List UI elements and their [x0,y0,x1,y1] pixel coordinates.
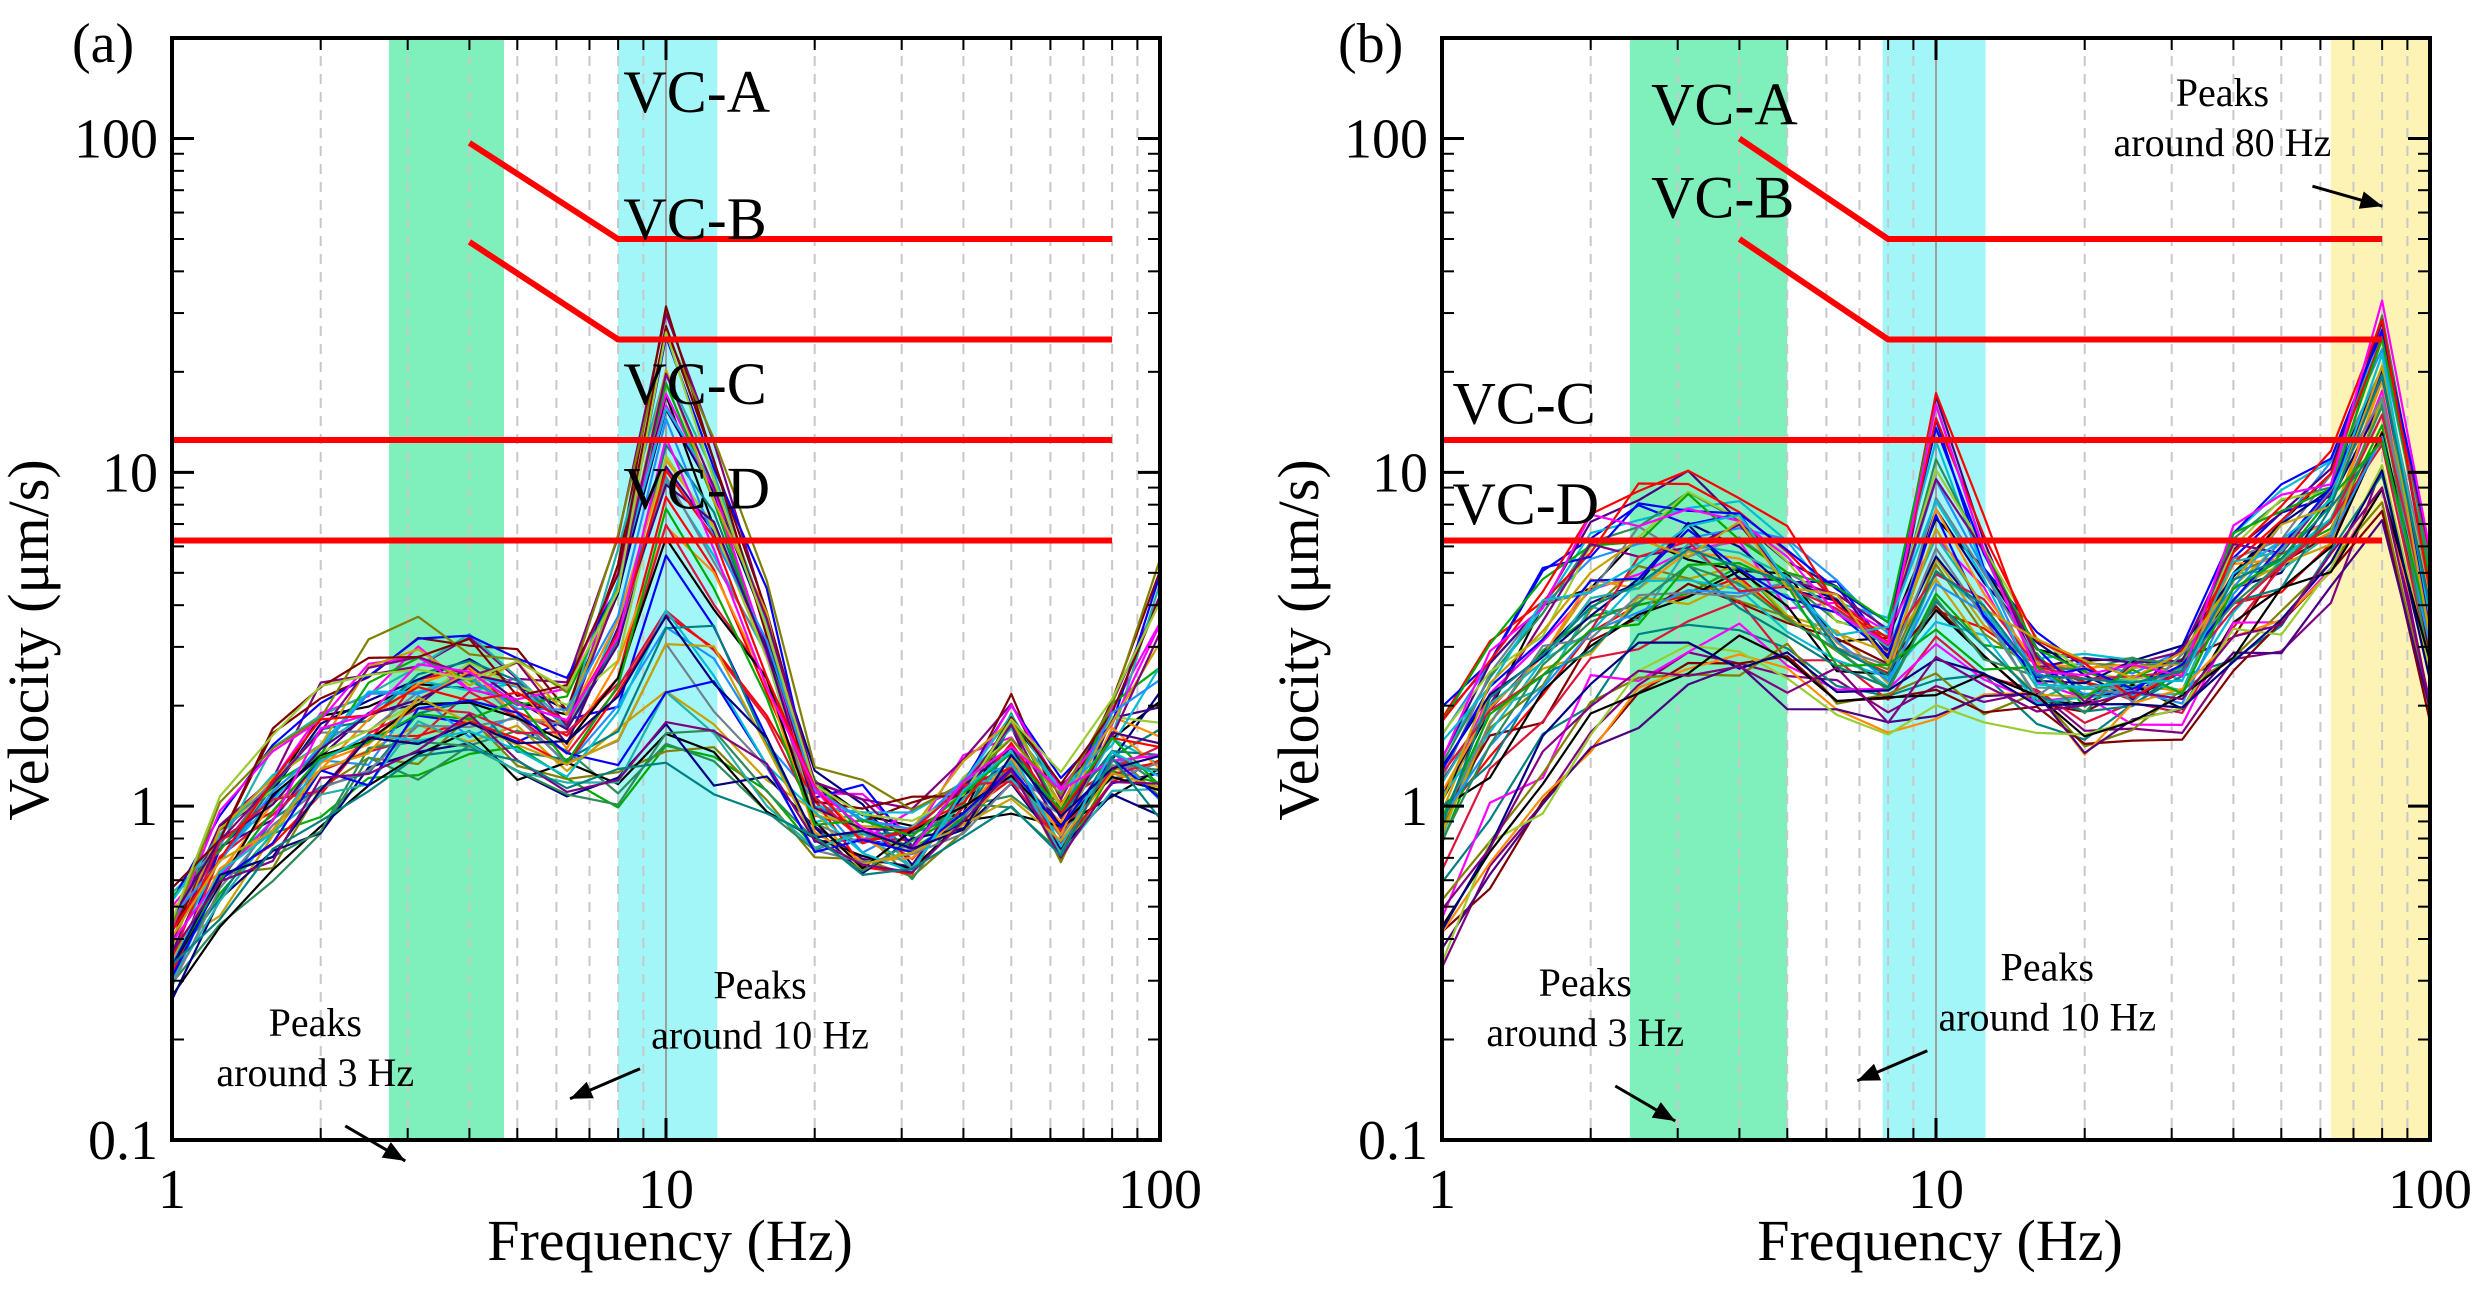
measured-curve [172,748,1160,966]
measured-curve [172,609,1160,965]
measured-curve [1442,373,2430,826]
measured-curve [1442,405,2430,842]
annotation-text: Peaks [2176,70,2269,115]
vc-criteria: VC-A VC-B VC-C VC-D [172,59,1113,544]
measured-curve [172,331,1160,921]
annotation-text: Peaks [2001,945,2094,990]
measured-curve [1442,336,2430,720]
annotation-text: Peaks [713,963,806,1008]
measured-curve [1442,443,2430,871]
measured-curve [1442,486,2430,934]
measured-curve [1442,487,2430,919]
measured-curve [1442,314,2430,765]
criterion-label: VC-B [623,186,766,252]
measured-curve [1442,439,2430,819]
measured-curves [172,305,1160,1001]
x-axis-title: Frequency (Hz) [487,1208,853,1273]
annotation-text: around 80 Hz [2114,120,2332,165]
criterion-label: VC-D [1452,471,1599,537]
x-tick-label: 10 [638,1159,694,1221]
measured-curve [172,713,1160,954]
measured-curve [172,404,1160,930]
measured-curve [172,454,1160,949]
arrowhead-icon [381,1142,406,1161]
x-tick-label: 10 [1908,1159,1964,1221]
measured-curve [172,615,1160,967]
measured-curve [1442,439,2430,808]
panel-label: (b) [1338,13,1403,75]
band-3hz [389,38,505,1140]
measured-curve [172,680,1160,978]
criterion-label: VC-A [1651,72,1798,138]
measured-curve [1442,469,2430,931]
measured-curve [1442,299,2430,761]
measured-curves [1442,299,2430,968]
y-tick-label: 0.1 [1358,1110,1428,1172]
vc-criteria: VC-A VC-B VC-C VC-D [1442,72,2383,544]
x-axis-title: Frequency (Hz) [1757,1208,2123,1273]
y-tick-label: 1 [1400,776,1428,838]
x-tick-label: 100 [1118,1159,1202,1221]
y-axis-title: Velocity (μm/s) [0,459,61,820]
measured-curve [1442,353,2430,743]
criterion-label: VC-C [623,351,766,417]
y-tick-label: 1 [130,776,158,838]
criterion-label: VC-B [1651,164,1794,230]
measured-curve [172,642,1160,938]
annotation-text: around 3 Hz [216,1050,414,1095]
measured-curve [1442,488,2430,928]
measured-curve [1442,318,2430,722]
criterion-label: VC-C [1452,371,1595,437]
annotation-text: around 10 Hz [651,1013,869,1058]
y-axis-title: Velocity (μm/s) [1266,459,1331,820]
criterion-label: VC-D [623,455,770,521]
measured-curve [172,483,1160,919]
annotation-text: Peaks [269,1000,362,1045]
measured-curve [172,417,1160,918]
panel-label: (a) [72,13,134,75]
y-tick-label: 100 [1344,108,1428,170]
criterion-line-vc-a [1737,136,2383,242]
measured-curve [172,465,1160,953]
arrowhead-icon [570,1081,594,1099]
arrowhead-icon [1651,1102,1676,1121]
criterion-line-vc-a [467,140,1113,242]
measured-curve [172,407,1160,902]
criterion-label: VC-A [623,59,770,125]
x-tick-label: 1 [1428,1159,1456,1221]
y-tick-label: 10 [1372,442,1428,504]
arrowhead-icon [1857,1063,1882,1081]
criterion-line-vc-b [467,239,1113,343]
y-tick-label: 100 [74,108,158,170]
measured-curve [1442,413,2430,774]
criterion-line-vc-b [1737,236,2383,343]
arrowhead-icon [2358,191,2383,209]
annotation-text: around 3 Hz [1486,1010,1684,1055]
x-tick-label: 1 [158,1159,186,1221]
measured-curve [1442,367,2430,780]
measured-curve [1442,519,2430,950]
measured-curve [1442,486,2430,911]
x-tick-label: 100 [2388,1159,2472,1221]
y-tick-label: 0.1 [88,1110,158,1172]
measured-curve [172,312,1160,931]
y-tick-label: 10 [102,442,158,504]
annotation-text: Peaks [1539,960,1632,1005]
annotation-text: around 10 Hz [1938,995,2156,1040]
